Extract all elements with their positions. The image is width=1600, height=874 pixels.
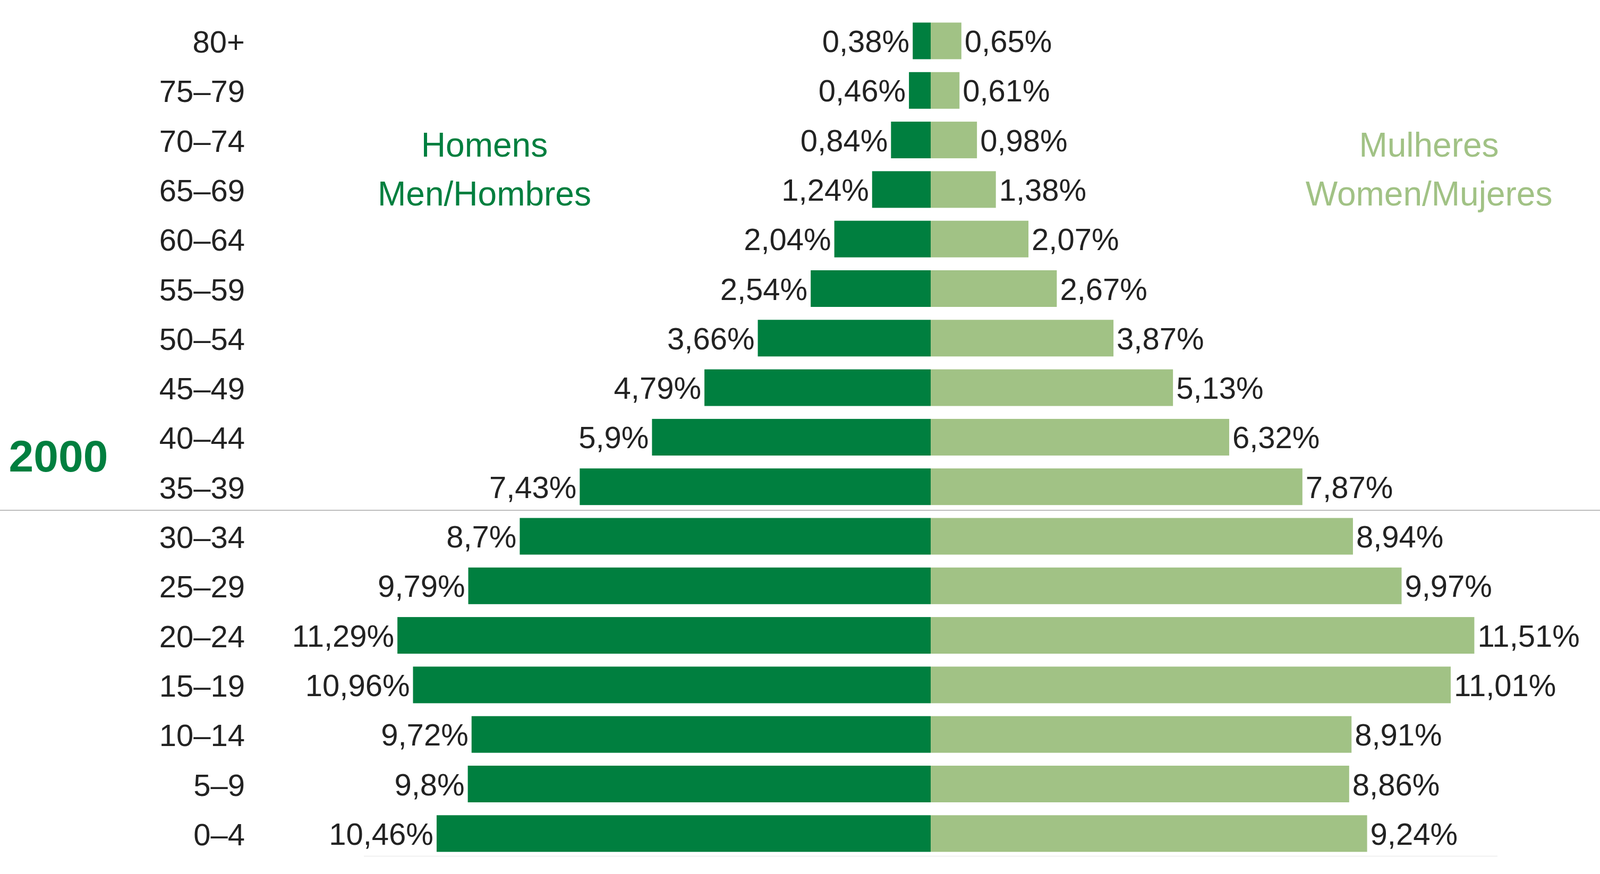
bar [930,419,1230,456]
bar [930,171,997,208]
bar [930,468,1303,506]
data-label: 10,46% [328,816,434,852]
bar [930,815,1368,853]
chart: 80+ 75–79 70–74 65–69 60–64 55–59 50–54 45–49 40… [0,0,1600,874]
bar [908,72,931,109]
data-label: 0,98% [980,123,1068,158]
bar [930,121,977,159]
tick-label: 30–34 [159,520,245,555]
bar [930,72,960,109]
bar [579,468,931,506]
tick-label: 25–29 [159,569,245,604]
tick-label: 80+ [192,24,245,59]
data-label: 9,72% [380,717,468,753]
tick-label: 70–74 [159,123,245,159]
data-label: 0,61% [962,73,1050,108]
bar [930,270,1057,308]
axis-line [363,856,1498,857]
bar [912,22,931,60]
tick-label: 65–69 [159,173,245,208]
bar [930,220,1029,258]
labels: 80+ 75–79 70–74 65–69 60–64 55–59 50–54 45–49 40… [159,23,1580,853]
data-label: 0,38% [822,23,910,59]
tick-label: 35–39 [159,470,245,506]
data-label: 11,51% [1477,618,1580,654]
data-label: 8,7% [446,519,517,555]
tick-label: 50–54 [159,321,245,357]
tick-label: 20–24 [159,619,245,654]
bar [412,666,931,704]
bar [651,419,931,456]
bar [704,369,931,407]
series-name-line: Homens [421,125,548,165]
bar [890,121,931,159]
bar [468,567,931,605]
bar [397,617,931,654]
data-label: 9,97% [1404,568,1492,604]
data-label: 2,04% [743,222,831,257]
tick-label: 10–14 [159,718,245,753]
data-label: 8,86% [1352,767,1440,803]
tick-label: 15–19 [159,668,245,704]
data-label: 0,46% [818,73,906,108]
tick-label: 5–9 [193,768,245,803]
data-label: 9,79% [377,568,465,604]
data-label: 3,87% [1116,321,1204,356]
tick-label: 0–4 [193,817,245,853]
bar [930,666,1451,704]
data-label: 2,07% [1031,222,1119,257]
series-name-line: Men/Hombres [377,174,592,214]
bar [930,22,962,60]
bar [834,220,931,258]
data-label: 2,67% [1059,271,1147,307]
data-label: 0,65% [964,23,1052,59]
series-name: Mulheres Women/Mujeres [1305,125,1553,214]
bar [810,270,931,308]
tick-label: 60–64 [159,222,245,258]
tick-label: 45–49 [159,371,245,406]
bar [930,518,1353,556]
bar [930,617,1475,654]
data-label: 5,9% [578,420,649,455]
bar [758,319,931,357]
data-label: 11,29% [292,618,395,654]
data-label: 0,84% [800,123,888,158]
data-label: 6,32% [1232,420,1320,455]
data-label: 3,66% [667,321,755,356]
data-label: 2,54% [720,271,808,307]
tick-label: 75–79 [159,73,245,109]
bar [930,716,1352,754]
data-label: 8,91% [1354,717,1442,753]
data-label: 11,01% [1453,668,1556,703]
data-label: 1,24% [781,172,869,208]
bar [471,716,931,754]
bar [519,518,931,556]
data-label: 4,79% [614,370,702,406]
title: 2000 [9,431,109,482]
data-label: 8,94% [1356,519,1444,555]
divider [0,509,1600,512]
data-label: 5,13% [1176,370,1264,406]
series-name-line: Women/Mujeres [1305,174,1553,214]
data-label: 10,96% [305,668,411,703]
bar [930,319,1114,357]
series-name: Homens Men/Hombres [377,125,592,214]
series-name-line: Mulheres [1358,125,1499,165]
data-label: 9,8% [394,767,465,803]
bar [930,766,1350,803]
data-label: 1,38% [999,172,1087,208]
tick-label: 40–44 [159,420,245,456]
bar [872,171,931,208]
bars [397,22,1475,853]
bar [436,815,931,853]
tick-label: 55–59 [159,272,245,308]
bar [930,369,1173,407]
bar [930,567,1402,605]
bar [467,766,931,803]
data-label: 7,43% [489,470,577,505]
data-label: 7,87% [1305,470,1393,505]
data-label: 9,24% [1370,816,1458,852]
